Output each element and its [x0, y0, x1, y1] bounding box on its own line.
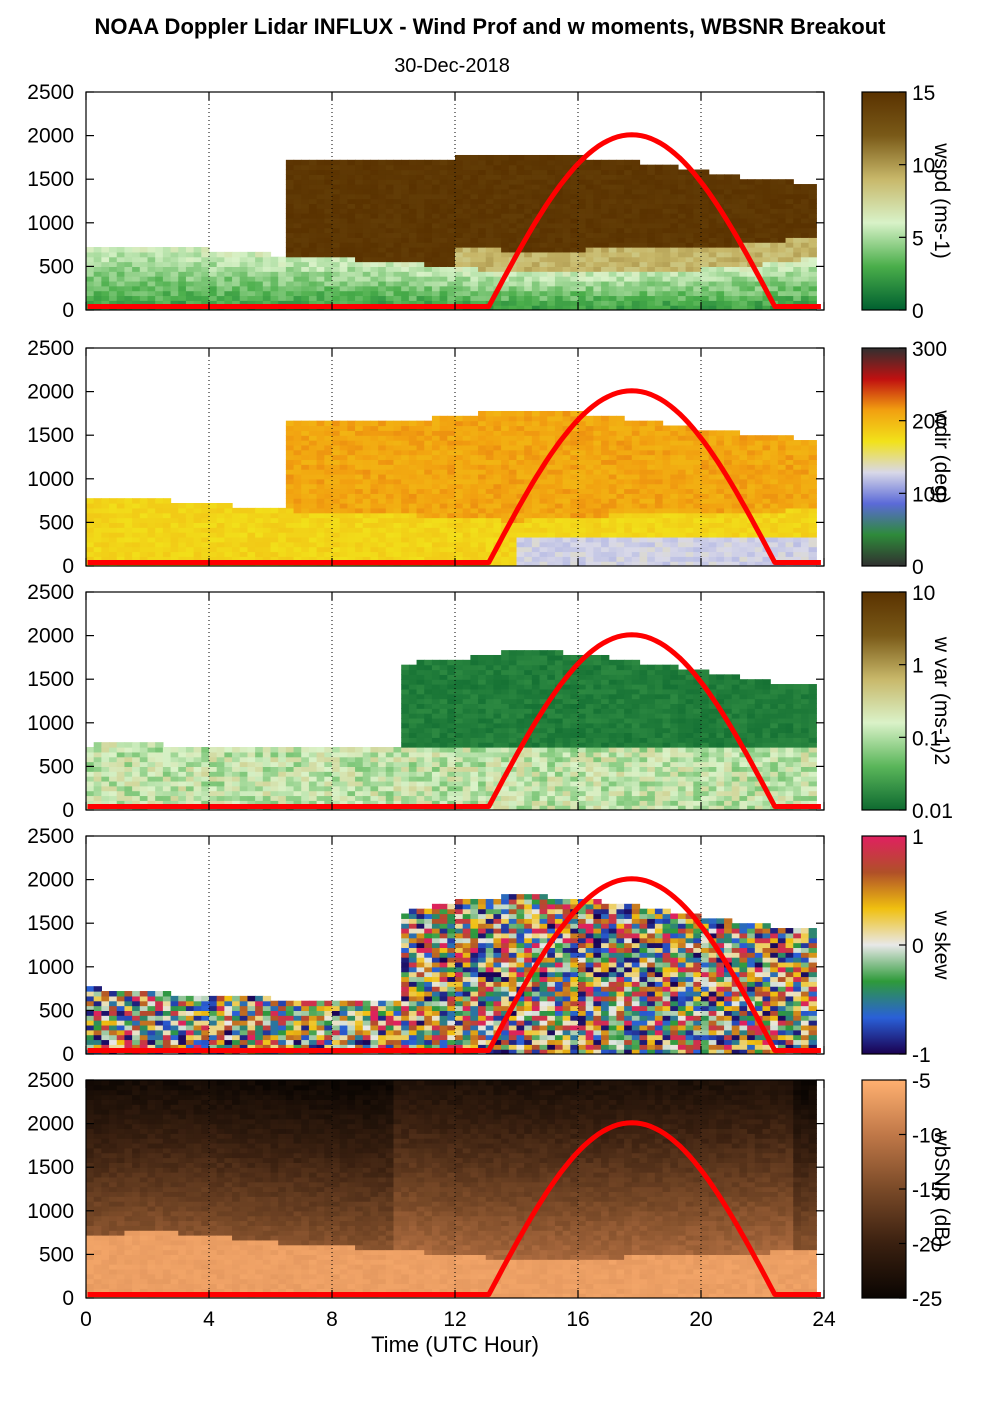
wbsnr-colorbar: -5 -10 -15 -20 -25 wbSNR (dB)	[861, 1070, 953, 1311]
colorbar-tick-label: 100	[912, 483, 947, 506]
colorbar-tick-label: 200	[912, 411, 947, 434]
y-tick-label: 2500	[27, 1069, 74, 1092]
y-tick-label: 2000	[27, 125, 74, 148]
x-axis-label: Time (UTC Hour)	[371, 1332, 539, 1357]
x-tick-label: 8	[326, 1308, 338, 1331]
panel-wvar: 0 500 1000 1500 2000 2500 10 1 0.1 0.01 w var (ms-…	[27, 581, 953, 823]
y-tick-label: 500	[39, 511, 74, 534]
colorbar-tick-label: 10	[912, 582, 935, 605]
y-tick-label: 0	[62, 1287, 74, 1310]
wvar-colorbar-label: w var (ms-1)2	[930, 636, 953, 765]
wbsnr-overlay-curve	[87, 1120, 821, 1298]
y-tick-label: 1000	[27, 1200, 74, 1223]
wdir-colorbar-label: wdir (deg)	[930, 409, 953, 503]
colorbar-tick-label: 0	[912, 556, 924, 579]
colorbar-tick-label: -15	[912, 1179, 942, 1202]
panel-wskew: 0 500 1000 1500 2000 2500 1 0 -1 w skew	[27, 825, 953, 1067]
wspd-colorbar-label: wspd (ms-1)	[930, 142, 953, 259]
wspd-overlay-curve	[87, 132, 821, 310]
y-tick-label: 0	[62, 1043, 74, 1066]
colorbar-tick-label: -25	[912, 1288, 942, 1311]
wbsnr-field	[86, 1080, 817, 1298]
colorbar-tick-label: 15	[912, 82, 935, 105]
x-tick-label: 12	[443, 1308, 466, 1331]
wdir-overlay-curve	[87, 388, 821, 566]
y-tick-label: 500	[39, 1243, 74, 1266]
colorbar-tick-label: 0.01	[912, 800, 953, 823]
figure-date: 30-Dec-2018	[394, 55, 510, 77]
wskew-colorbar: 1 0 -1 w skew	[861, 826, 953, 1067]
colorbar-tick-label: 0	[912, 935, 924, 958]
x-tick-label: 4	[203, 1308, 215, 1331]
colorbar-tick-label: -5	[912, 1070, 931, 1093]
y-tick-label: 1000	[27, 712, 74, 735]
wspd-field	[86, 154, 817, 310]
wspd-colorbar: 15 10 5 0 wspd (ms-1)	[861, 82, 953, 323]
wskew-overlay-curve	[87, 876, 821, 1054]
y-tick-label: 2500	[27, 581, 74, 604]
wvar-colorbar: 10 1 0.1 0.01 w var (ms-1)2	[861, 582, 953, 823]
y-tick-label: 1500	[27, 1156, 74, 1179]
y-tick-label: 1500	[27, 168, 74, 191]
panel-wspd: 0 500 1000 1500 2000 2500 15 10 5 0 wspd (ms-1)	[27, 81, 953, 323]
y-tick-label: 2000	[27, 381, 74, 404]
y-tick-label: 2500	[27, 825, 74, 848]
colorbar-tick-label: -1	[912, 1044, 931, 1067]
y-tick-label: 0	[62, 555, 74, 578]
y-tick-label: 1500	[27, 668, 74, 691]
colorbar-tick-label: 0	[912, 300, 924, 323]
colorbar-tick-label: 10	[912, 155, 935, 178]
y-tick-label: 1500	[27, 912, 74, 935]
colorbar-tick-label: -10	[912, 1125, 942, 1148]
y-tick-label: 2500	[27, 81, 74, 104]
wskew-colorbar-label: w skew	[930, 910, 953, 981]
wdir-colorbar: 300 200 100 0 wdir (deg)	[861, 338, 953, 579]
y-tick-label: 1000	[27, 468, 74, 491]
x-tick-label: 0	[80, 1308, 92, 1331]
wskew-field	[86, 894, 817, 1054]
x-tick-label: 24	[812, 1308, 836, 1331]
colorbar-tick-label: -20	[912, 1234, 942, 1257]
y-tick-label: 500	[39, 255, 74, 278]
y-tick-label: 2000	[27, 869, 74, 892]
colorbar-tick-label: 1	[912, 655, 924, 678]
y-tick-label: 2000	[27, 1113, 74, 1136]
y-tick-label: 500	[39, 755, 74, 778]
colorbar-tick-label: 5	[912, 227, 924, 250]
y-tick-label: 500	[39, 999, 74, 1022]
figure-title: NOAA Doppler Lidar INFLUX - Wind Prof an…	[94, 14, 886, 39]
y-tick-label: 0	[62, 299, 74, 322]
y-tick-label: 2500	[27, 337, 74, 360]
wbsnr-colorbar-label: wbSNR (dB)	[930, 1130, 953, 1248]
x-tick-label: 20	[689, 1308, 712, 1331]
wvar-overlay-curve	[87, 632, 821, 810]
wdir-field	[86, 410, 817, 566]
y-tick-label: 2000	[27, 625, 74, 648]
y-tick-label: 0	[62, 799, 74, 822]
wvar-field	[86, 650, 817, 810]
y-tick-label: 1000	[27, 956, 74, 979]
colorbar-tick-label: 0.1	[912, 727, 941, 750]
x-tick-label: 16	[566, 1308, 589, 1331]
y-tick-label: 1500	[27, 424, 74, 447]
y-tick-label: 1000	[27, 212, 74, 235]
colorbar-tick-label: 300	[912, 338, 947, 361]
colorbar-tick-label: 1	[912, 826, 924, 849]
